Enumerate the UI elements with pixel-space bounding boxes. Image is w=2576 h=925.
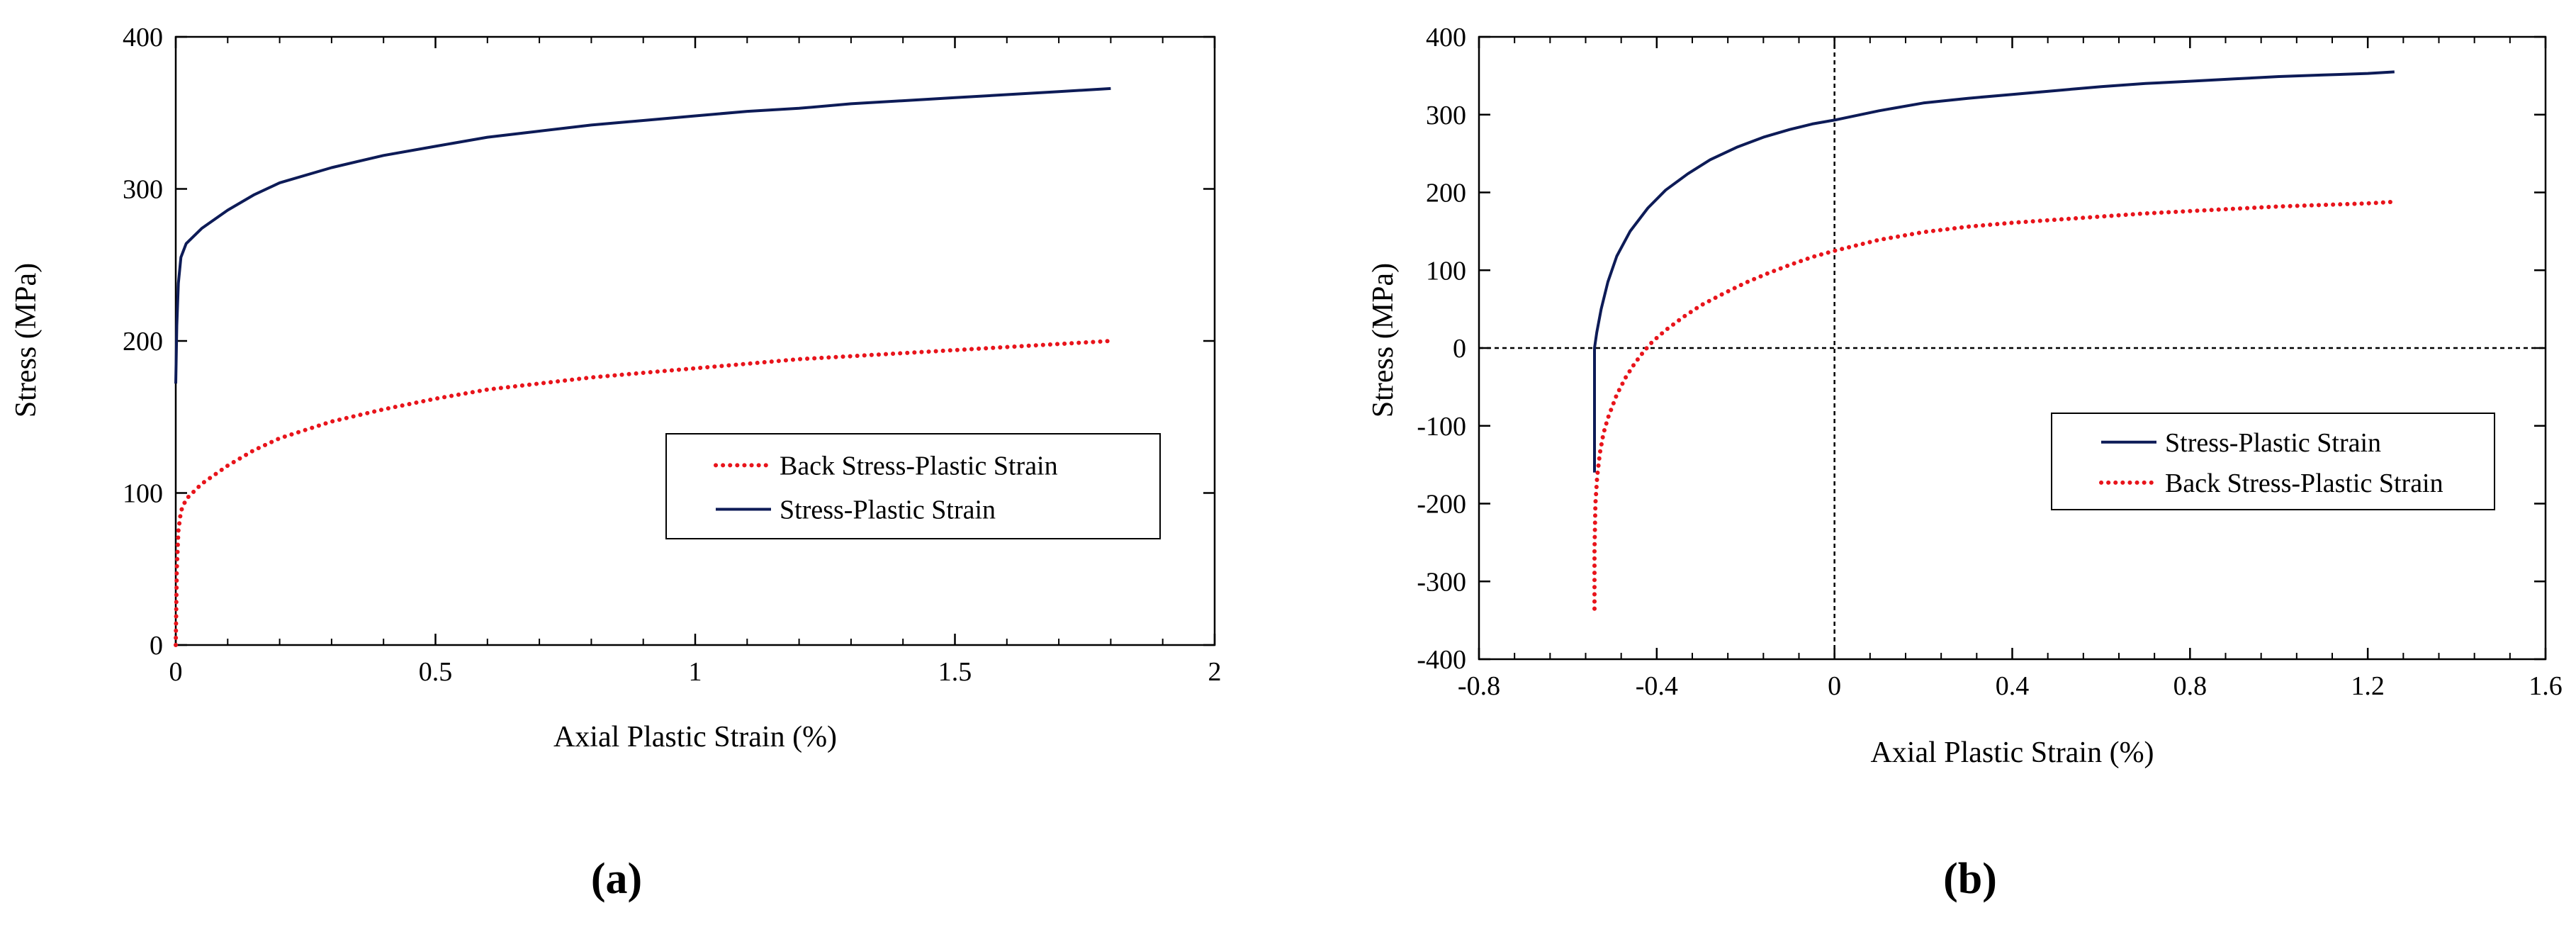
y-tick-label: 0	[1453, 334, 1466, 364]
panel-label: (b)	[1943, 855, 1997, 903]
x-tick-label: 0	[1828, 671, 1841, 701]
series-line-back-stress	[1592, 199, 2397, 611]
x-tick-label: -0.4	[1636, 671, 1678, 701]
series-line-stress	[1593, 70, 2395, 473]
y-tick-label: 200	[123, 327, 163, 357]
plot-frame	[174, 35, 1216, 646]
x-tick-label: -0.8	[1458, 671, 1500, 701]
y-tick-label: 300	[1426, 101, 1466, 130]
legend: Stress-Plastic Strain Back Stress-Plastic…	[2051, 413, 2495, 510]
legend-box	[665, 433, 1161, 539]
y-axis-title: Stress (MPa)	[10, 263, 43, 417]
y-tick-label: 0	[150, 631, 163, 661]
y-tick-label: 400	[1426, 23, 1466, 52]
y-tick-label: 200	[1426, 179, 1466, 208]
x-tick-label: 0	[169, 657, 183, 687]
chart-b: -0.8 -0.4 0 0.4 0.8 1.2 1.6 -400 -300 -200 -100 0 10…	[1367, 23, 2563, 903]
y-tick-label: 400	[123, 23, 163, 52]
x-tick-label: 1	[689, 657, 702, 687]
y-tick-label: -200	[1417, 490, 1466, 520]
y-tick-label: 100	[1426, 256, 1466, 286]
y-tick-label: -400	[1417, 645, 1466, 675]
x-tick-label: 0.5	[419, 657, 453, 687]
legend: Back Stress-Plastic Strain Stress-Plastic…	[665, 433, 1161, 539]
x-axis-title: Axial Plastic Strain (%)	[553, 721, 837, 753]
x-axis-title: Axial Plastic Strain (%)	[1870, 736, 2154, 769]
legend-label-back-stress: Back Stress-Plastic Strain	[780, 451, 1058, 481]
series-line-back-stress	[174, 339, 1113, 647]
x-tick-label: 1.2	[2351, 671, 2385, 701]
y-tick-label: 100	[123, 479, 163, 509]
x-tick-label: 0.4	[1996, 671, 2030, 701]
x-tick-label: 1.6	[2529, 671, 2563, 701]
legend-label-stress: Stress-Plastic Strain	[2165, 428, 2381, 458]
series-line-stress	[174, 86, 1111, 384]
legend-label-stress: Stress-Plastic Strain	[780, 495, 996, 525]
x-tick-label: 2	[1208, 657, 1222, 687]
panel-label: (a)	[591, 855, 642, 903]
legend-label-back-stress: Back Stress-Plastic Strain	[2165, 469, 2443, 498]
y-tick-label: 300	[123, 175, 163, 205]
chart-a: 0 0.5 1 1.5 2 0 100 200 300 400 Axial Plastic Stra…	[10, 23, 1222, 903]
x-tick-label: 1.5	[938, 657, 972, 687]
y-tick-label: -300	[1417, 567, 1466, 597]
legend-box	[2051, 413, 2495, 510]
y-tick-label: -100	[1417, 412, 1466, 442]
y-axis-title: Stress (MPa)	[1367, 263, 1400, 417]
x-tick-label: 0.8	[2173, 671, 2207, 701]
